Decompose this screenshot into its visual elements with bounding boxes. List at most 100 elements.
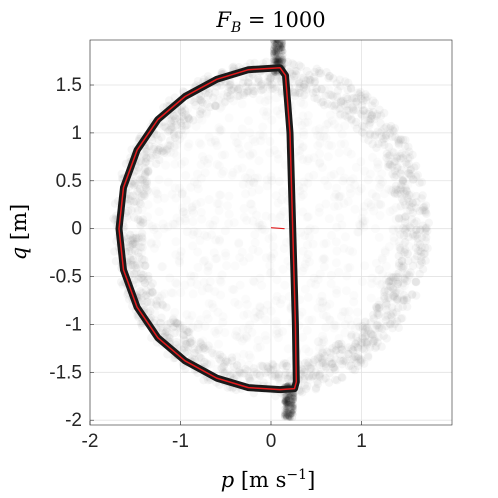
ensemble-point — [281, 399, 288, 406]
ensemble-point — [391, 185, 401, 194]
ensemble-point — [132, 267, 141, 277]
chart-title: FB = 1000 — [215, 8, 325, 36]
ensemble-point — [155, 175, 164, 184]
ensemble-point — [415, 246, 424, 256]
ensemble-point — [166, 136, 175, 145]
ensemble-point — [258, 85, 268, 94]
ensemble-point — [246, 199, 255, 208]
ensemble-point — [168, 315, 178, 324]
ensemble-point — [226, 86, 236, 95]
ensemble-point — [393, 295, 403, 304]
ensemble-point — [380, 108, 389, 118]
ensemble-point — [402, 186, 411, 195]
ensemble-point — [384, 162, 393, 171]
ensemble-point — [187, 336, 197, 346]
ensemble-point — [278, 45, 285, 52]
ensemble-point — [375, 303, 384, 312]
ensemble-point — [370, 335, 379, 344]
ensemble-point — [286, 406, 293, 413]
ensemble-point — [269, 46, 276, 53]
ensemble-point — [276, 213, 285, 222]
ensemble-point — [283, 410, 290, 417]
ensemble-point — [401, 200, 410, 210]
ensemble-point — [284, 412, 291, 419]
ensemble-point — [274, 48, 281, 55]
ensemble-point — [209, 303, 218, 312]
ensemble-point — [281, 398, 288, 405]
ensemble-point — [275, 58, 282, 65]
ensemble-point — [388, 169, 397, 179]
ensemble-point — [362, 340, 372, 349]
ensemble-point — [358, 332, 367, 341]
ensemble-point — [287, 415, 294, 422]
ensemble-point — [363, 323, 372, 332]
ensemble-point — [271, 71, 281, 81]
ensemble-point — [266, 74, 275, 83]
ensemble-point — [403, 249, 412, 259]
ensemble-point — [266, 73, 276, 82]
ensemble-point — [364, 116, 373, 125]
ensemble-point — [312, 84, 322, 94]
ensemble-point — [188, 241, 197, 250]
y-tick-label: -2 — [65, 410, 82, 431]
ensemble-point — [390, 289, 400, 298]
ensemble-point — [274, 40, 281, 43]
ensemble-point — [239, 90, 248, 100]
ensemble-point — [377, 131, 386, 141]
ensemble-point — [143, 166, 153, 175]
ensemble-point — [290, 66, 299, 76]
ensemble-point — [220, 150, 229, 159]
ensemble-point — [195, 343, 205, 352]
ensemble-point — [272, 82, 281, 92]
ensemble-point — [322, 239, 331, 248]
ensemble-point — [342, 93, 351, 102]
ensemble-point — [181, 171, 190, 180]
ensemble-point — [140, 171, 150, 181]
ensemble-point — [366, 114, 376, 123]
ensemble-point — [136, 221, 145, 230]
ensemble-point — [275, 45, 282, 52]
ensemble-point — [246, 151, 255, 160]
ensemble-point — [141, 286, 151, 295]
ensemble-point — [216, 81, 226, 90]
ensemble-point — [391, 272, 401, 282]
ensemble-point — [196, 91, 206, 101]
ensemble-point — [372, 110, 382, 119]
ensemble-point — [196, 96, 206, 105]
ensemble-point — [350, 181, 359, 190]
ensemble-point — [396, 169, 405, 178]
ensemble-point — [200, 256, 209, 265]
ensemble-point — [196, 354, 206, 363]
ensemble-point — [272, 57, 279, 64]
ensemble-point — [274, 49, 281, 56]
ensemble-point — [218, 352, 227, 362]
ensemble-point — [283, 413, 290, 420]
ensemble-point — [299, 375, 309, 384]
ensemble-point — [367, 294, 376, 303]
ensemble-point — [126, 236, 135, 245]
ensemble-point — [277, 40, 284, 46]
ensemble-point — [283, 400, 290, 407]
ensemble-point — [367, 330, 376, 339]
ensemble-point — [290, 72, 299, 81]
ensemble-point — [286, 407, 293, 414]
ensemble-point — [279, 40, 286, 47]
ensemble-point — [271, 57, 278, 64]
ensemble-point — [137, 232, 146, 242]
ensemble-point — [268, 359, 277, 369]
ensemble-point — [291, 391, 298, 398]
ensemble-point — [297, 121, 306, 130]
ensemble-point — [196, 107, 205, 116]
ensemble-point — [361, 90, 370, 99]
ensemble-point — [363, 338, 372, 347]
ensemble-point — [164, 178, 173, 187]
ensemble-point — [407, 215, 417, 224]
ensemble-point — [410, 231, 420, 241]
ensemble-point — [271, 370, 280, 379]
ensemble-point — [398, 302, 407, 312]
ensemble-point — [174, 130, 183, 139]
ensemble-point — [180, 336, 190, 345]
ensemble-point — [141, 291, 150, 300]
ensemble-point — [311, 368, 320, 377]
ensemble-point — [256, 310, 265, 319]
